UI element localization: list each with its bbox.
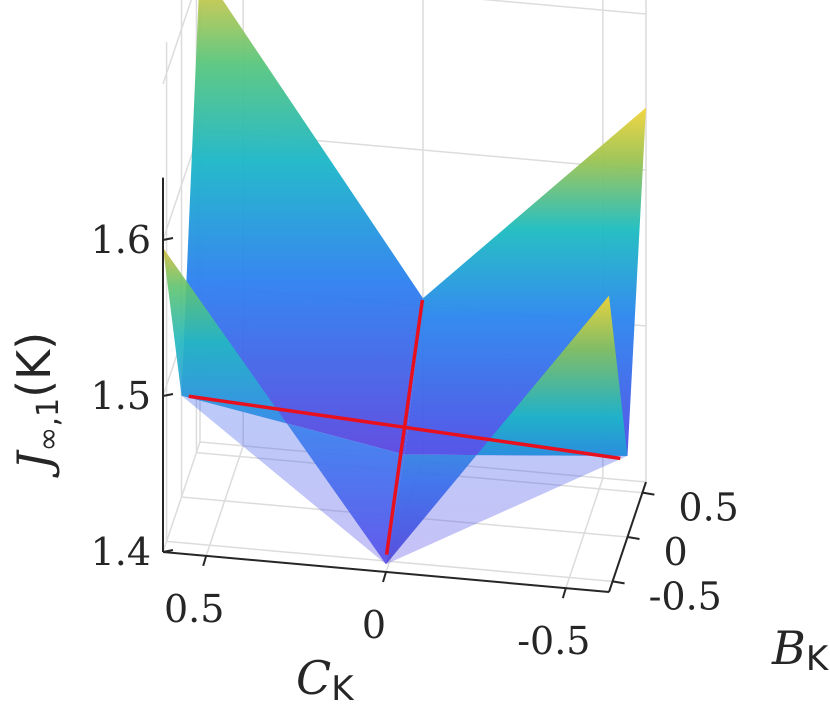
y-tick-label: -0.5 (649, 574, 722, 618)
y-axis-symbol: B (771, 621, 806, 675)
y-tick (612, 580, 625, 585)
y-tick-labels: -0.500.5 (612, 486, 739, 618)
x-tick (561, 587, 567, 599)
z-axis-unit: (K) (7, 332, 61, 398)
surface-back-left-sheet (181, 0, 423, 455)
surface-front-right-sheet (386, 295, 628, 565)
surface-valley-shade (181, 395, 628, 565)
z-tick-label: 1.5 (91, 374, 151, 418)
y-tick-label: 0 (664, 530, 688, 574)
surface (163, 0, 646, 565)
x-axis-title: CK (296, 651, 355, 709)
y-axis-subscript: K (806, 639, 830, 679)
x-tick-label: 0.5 (164, 587, 224, 631)
z-axis-subscript: ∞,1 (31, 398, 66, 452)
z-tick-labels: 1.4 1.5 1.6 (91, 218, 174, 574)
y-tick (627, 536, 640, 540)
z-axis-title: J∞,1(K) (7, 332, 66, 478)
x-tick (382, 571, 387, 583)
x-axis-subscript: K (331, 669, 355, 709)
red-lines (188, 299, 621, 555)
x-tick-labels: 0.5 0 -0.5 (164, 555, 590, 663)
red-line (188, 394, 621, 461)
x-tick-label: 0 (362, 603, 386, 647)
z-tick (162, 549, 174, 553)
y-tick-label: 0.5 (678, 486, 738, 530)
y-tick (642, 491, 655, 496)
x-tick-label: -0.5 (517, 619, 590, 663)
x-axis-symbol: C (296, 651, 331, 705)
z-tick-label: 1.6 (91, 218, 151, 262)
back-wall-gridline (481, 0, 647, 15)
y-axis-title: BK (771, 621, 830, 679)
z-tick (162, 237, 174, 241)
z-tick (162, 393, 174, 397)
x-tick (202, 555, 208, 567)
z-axis-symbol: J (7, 449, 61, 478)
z-tick-label: 1.4 (91, 530, 151, 574)
